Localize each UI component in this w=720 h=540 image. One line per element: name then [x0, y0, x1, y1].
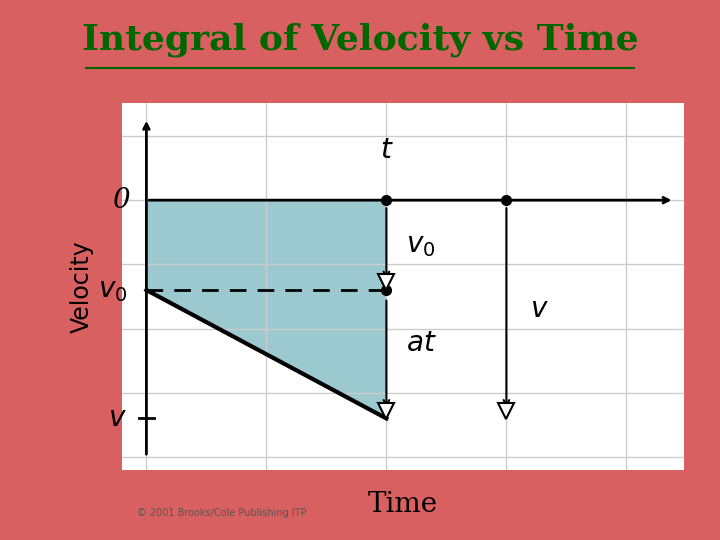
Text: Velocity: Velocity [70, 240, 94, 333]
Text: $v$: $v$ [109, 405, 127, 432]
Text: $v_0$: $v_0$ [405, 232, 435, 259]
Text: Time: Time [368, 491, 438, 518]
Text: $v_0$: $v_0$ [98, 276, 127, 303]
Text: $v$: $v$ [531, 296, 549, 323]
Text: $at$: $at$ [405, 330, 436, 357]
Text: 0: 0 [112, 187, 130, 214]
Text: Integral of Velocity vs Time: Integral of Velocity vs Time [81, 22, 639, 57]
Text: $t$: $t$ [379, 137, 393, 164]
Polygon shape [146, 200, 387, 418]
Text: © 2001 Brooks/Cole Publishing ITP: © 2001 Brooks/Cole Publishing ITP [137, 508, 307, 518]
